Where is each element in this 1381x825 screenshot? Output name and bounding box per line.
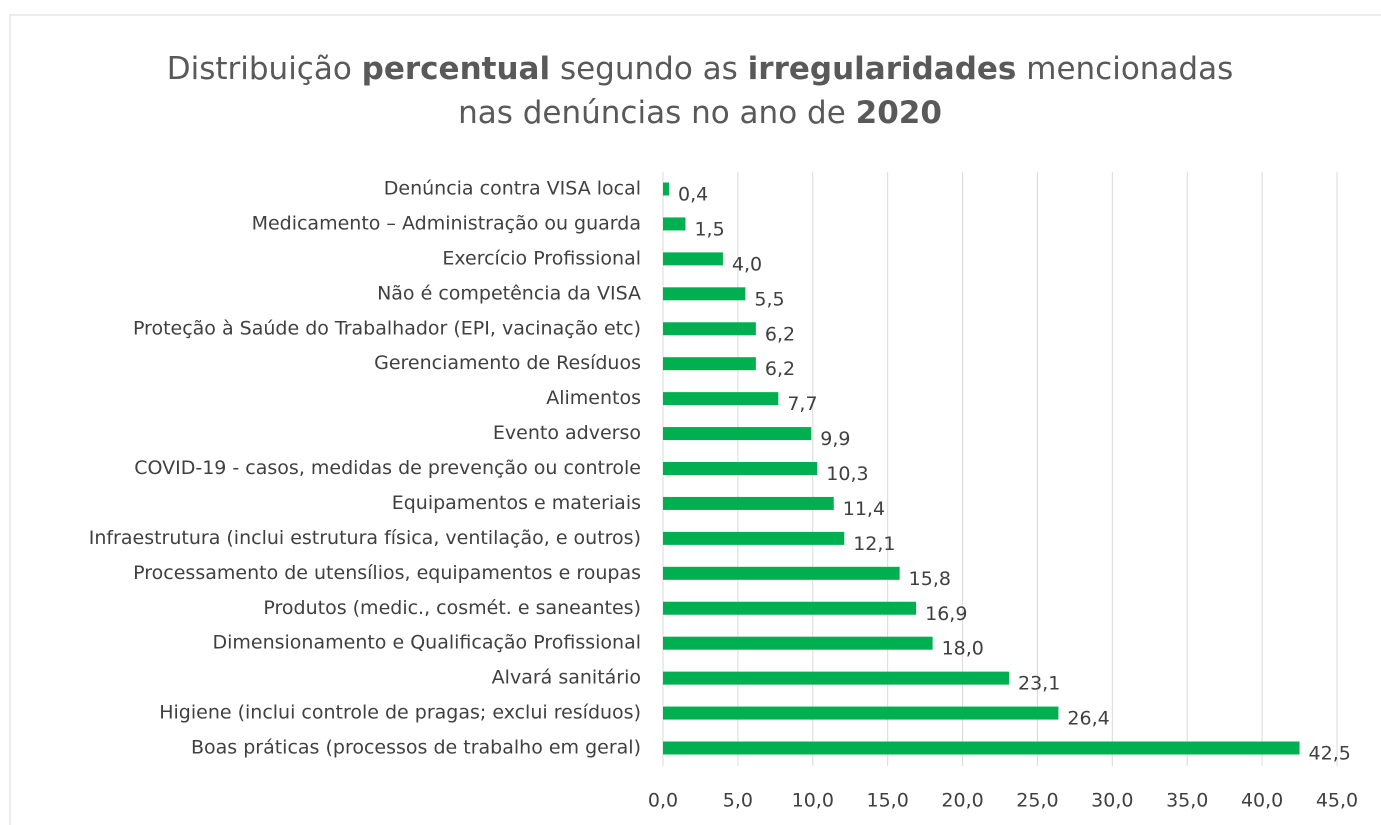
bar [663, 496, 834, 510]
bar [663, 566, 900, 580]
bar [663, 601, 917, 615]
y-tick-label: Gerenciamento de Resíduos [374, 352, 641, 374]
y-tick-label: Exercício Profissional [442, 247, 641, 269]
data-label: 18,0 [942, 638, 984, 660]
x-tick-label: 0,0 [648, 790, 678, 812]
chart-title: nas denúncias no ano de 2020 [458, 95, 942, 131]
x-tick-label: 10,0 [792, 790, 834, 812]
y-tick-label: COVID-19 - casos, medidas de prevenção o… [134, 457, 641, 479]
y-tick-label: Infraestrutura (inclui estrutura física,… [89, 527, 641, 549]
title-run: irregularidades [748, 51, 1017, 87]
y-tick-label: Denúncia contra VISA local [384, 178, 641, 200]
bar [663, 287, 746, 301]
data-label: 9,9 [820, 428, 850, 450]
y-tick-label: Dimensionamento e Qualificação Profissio… [212, 632, 641, 654]
bar [663, 322, 756, 336]
title-run: 2020 [856, 95, 942, 131]
y-tick-label: Higiene (inclui controle de pragas; excl… [159, 702, 641, 724]
y-tick-label: Medicamento – Administração ou guarda [252, 212, 641, 234]
data-label: 5,5 [754, 288, 784, 310]
data-label: 16,9 [925, 603, 967, 625]
bar [663, 427, 812, 441]
bar [663, 392, 779, 406]
data-label: 10,3 [826, 463, 868, 485]
data-label: 11,4 [843, 498, 885, 520]
bar [663, 531, 845, 545]
bar [663, 706, 1059, 720]
x-tick-label: 40,0 [1241, 790, 1283, 812]
x-tick-label: 35,0 [1166, 790, 1208, 812]
y-tick-label: Produtos (medic., cosmét. e saneantes) [263, 597, 641, 619]
data-label: 15,8 [909, 568, 951, 590]
title-run: mencionadas [1016, 51, 1233, 87]
bar [663, 217, 686, 231]
data-label: 0,4 [678, 184, 708, 206]
data-label: 23,1 [1018, 673, 1060, 695]
y-tick-label: Não é competência da VISA [377, 282, 641, 304]
bar [663, 636, 933, 650]
bar [663, 671, 1009, 685]
data-label: 6,2 [765, 323, 795, 345]
x-tick-label: 15,0 [867, 790, 909, 812]
x-tick-label: 45,0 [1316, 790, 1358, 812]
y-tick-label: Proteção à Saúde do Trabalhador (EPI, va… [133, 317, 641, 339]
bar [663, 182, 669, 196]
data-label: 7,7 [787, 393, 817, 415]
y-tick-label: Processamento de utensílios, equipamento… [133, 562, 641, 584]
y-tick-label: Alimentos [546, 387, 641, 409]
data-label: 42,5 [1309, 743, 1351, 765]
x-tick-label: 30,0 [1091, 790, 1133, 812]
y-tick-label: Evento adverso [493, 422, 641, 444]
data-label: 6,2 [765, 358, 795, 380]
bar [663, 252, 723, 266]
title-run: segundo as [550, 51, 748, 87]
chart-border [9, 14, 1381, 825]
data-label: 26,4 [1067, 708, 1109, 730]
title-run: nas denúncias no ano de [458, 95, 856, 131]
x-tick-label: 25,0 [1016, 790, 1058, 812]
x-tick-label: 5,0 [723, 790, 753, 812]
data-label: 12,1 [853, 533, 895, 555]
title-run: Distribuição [167, 51, 362, 87]
data-label: 4,0 [732, 253, 762, 275]
data-label: 1,5 [694, 218, 724, 240]
bar [663, 357, 756, 371]
bar [663, 741, 1300, 755]
y-tick-label: Boas práticas (processos de trabalho em … [191, 737, 641, 759]
title-run: percentual [362, 51, 550, 87]
x-tick-label: 20,0 [941, 790, 983, 812]
y-tick-label: Equipamentos e materiais [392, 492, 641, 514]
chart-title: Distribuição percentual segundo as irreg… [167, 51, 1234, 87]
bar [663, 462, 818, 475]
y-tick-label: Alvará sanitário [492, 667, 641, 689]
